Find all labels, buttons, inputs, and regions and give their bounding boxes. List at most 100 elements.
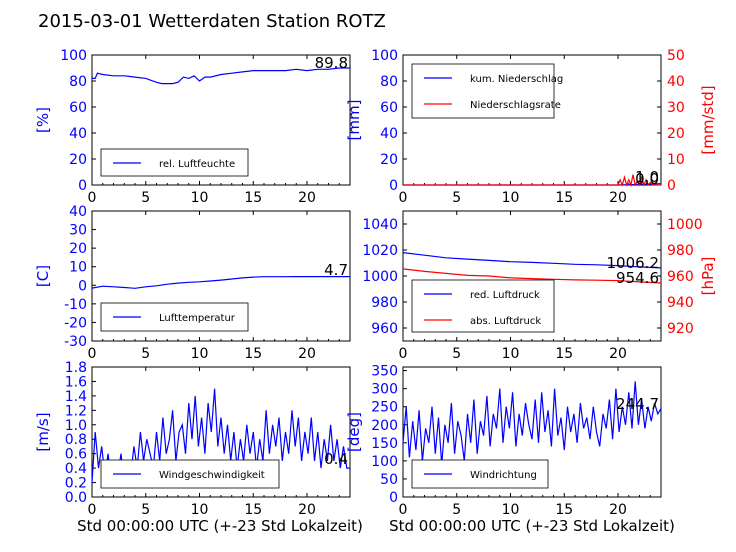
x-tick-label: 20 [298, 502, 316, 518]
chart-panel-6: 0 5 10 15 20050100150200250300350[deg]Windri… [345, 364, 662, 518]
y-tick-label: 50 [380, 472, 398, 488]
y2-axis-label: [mm/std] [699, 85, 717, 154]
x-tick-label: 0 [399, 346, 408, 362]
series-line-1 [402, 252, 662, 269]
y-tick-label: 1000 [362, 269, 398, 285]
series-line-1 [91, 388, 350, 483]
y-tick-label: 0.2 [65, 476, 87, 492]
y-tick-label: 1020 [362, 243, 398, 259]
y-tick-label: 30 [69, 223, 87, 239]
y-tick-label: -20 [64, 315, 87, 331]
x-tick-label: 5 [141, 502, 150, 518]
y-tick-label: 80 [69, 74, 87, 90]
y-tick-label: 350 [371, 364, 398, 380]
y-tick-label: 150 [371, 436, 398, 452]
series-line-2 [402, 268, 662, 284]
series-line-1 [91, 276, 350, 289]
x-axis-label-left: Std 00:00:00 UTC (+-23 Std Lokalzeit) [77, 517, 363, 535]
y-tick-label: 20 [380, 152, 398, 168]
x-tick-label: 20 [609, 346, 627, 362]
y-tick-label: 0 [389, 178, 398, 194]
y-tick-label: 1.6 [65, 374, 87, 390]
y2-tick-label: 1000 [667, 217, 703, 233]
chart-panel-5: 0 5 10 15 200.00.20.40.60.81.01.21.41.61.8[m… [34, 360, 351, 518]
y-axis-label: [C] [34, 265, 52, 287]
x-tick-label: 15 [555, 190, 573, 206]
y-tick-label: 300 [371, 382, 398, 398]
x-tick-label: 20 [609, 502, 627, 518]
current-value-label: 0.4 [324, 450, 348, 468]
y2-axis-label: [hPa] [699, 257, 717, 296]
x-tick-label: 0 [88, 502, 97, 518]
current-value-label: 1006.2 [607, 254, 660, 272]
figure-title: 2015-03-01 Wetterdaten Station ROTZ [38, 11, 386, 32]
y-tick-label: 0 [389, 490, 398, 506]
y-tick-label: -30 [64, 334, 87, 350]
x-tick-label: 10 [191, 346, 209, 362]
y-tick-label: 1.4 [65, 389, 87, 405]
x-tick-label: 5 [141, 346, 150, 362]
series-line-2 [403, 174, 661, 188]
x-tick-label: 15 [555, 502, 573, 518]
x-tick-label: 10 [502, 346, 520, 362]
y-tick-label: -10 [64, 297, 87, 313]
x-tick-label: 10 [191, 190, 209, 206]
y-tick-label: 0 [78, 178, 87, 194]
x-tick-label: 5 [141, 190, 150, 206]
x-tick-label: 5 [452, 190, 461, 206]
current-value-label: 89.8 [315, 54, 348, 72]
y-tick-label: 1.8 [65, 360, 87, 376]
series-line-1 [92, 67, 350, 85]
y2-tick-label: 940 [667, 295, 694, 311]
chart-panel-3: 0 5 10 15 20 -30 -20 -10 0 10 20 30 40 [C] Lufttempera… [34, 204, 351, 362]
legend-box [411, 279, 555, 333]
x-tick-label: 15 [244, 502, 262, 518]
y-axis-label: [%] [34, 107, 52, 133]
x-tick-label: 20 [298, 346, 316, 362]
y-tick-label: 1.0 [65, 418, 87, 434]
y-tick-label: 250 [371, 400, 398, 416]
y-axis-label: [m/s] [34, 412, 52, 451]
legend-label: Windrichtung [470, 470, 537, 481]
y2-tick-label: 0 [667, 178, 676, 194]
y-tick-label: 0.8 [65, 432, 87, 448]
x-tick-label: 10 [502, 502, 520, 518]
y-tick-label: 1040 [362, 217, 398, 233]
y2-tick-label: 20 [667, 126, 685, 142]
series-line-1 [402, 381, 662, 465]
y-tick-label: 100 [60, 48, 87, 64]
y-axis-label: [mm] [345, 100, 363, 141]
x-tick-label: 0 [88, 190, 97, 206]
legend-label: Windgeschwindigkeit [159, 470, 265, 481]
legend-label: Lufttemperatur [159, 313, 236, 324]
legend-label: kum. Niederschlag [470, 74, 563, 85]
legend-label: abs. Luftdruck [470, 316, 541, 327]
y-tick-label: 20 [69, 152, 87, 168]
x-tick-label: 0 [88, 346, 97, 362]
y-tick-label: 100 [371, 48, 398, 64]
y-tick-label: 80 [380, 74, 398, 90]
y2-tick-label: 980 [667, 243, 694, 259]
y-tick-label: 40 [380, 126, 398, 142]
y-tick-label: 20 [69, 241, 87, 257]
y-tick-label: 0.0 [65, 490, 87, 506]
current-value-label: 1.0 [635, 168, 659, 186]
y-tick-label: 40 [69, 126, 87, 142]
x-tick-label: 0 [399, 502, 408, 518]
y-tick-label: 980 [371, 295, 398, 311]
y-tick-label: 200 [371, 418, 398, 434]
x-tick-label: 15 [244, 346, 262, 362]
chart-panel-1: 0 5 10 15 20 0 20 40 60 80 100 [%] rel. Luftfeuchte 8… [34, 48, 351, 206]
y-tick-label: 60 [380, 100, 398, 116]
current-value-label-2: 0.0 [635, 170, 659, 188]
chart-panel-2: 0 5 10 15 20 0 20 40 60 80 100 0 10 20 30 40 50 [mm] [mm/s… [345, 48, 717, 206]
current-value-label: 4.7 [324, 261, 348, 279]
y-tick-label: 0.4 [65, 461, 87, 477]
x-tick-label: 15 [244, 190, 262, 206]
x-axis-label-right: Std 00:00:00 UTC (+-23 Std Lokalzeit) [389, 517, 675, 535]
chart-panel-4: 0 5 10 15 20 960 980 1000 1020 1040 920 940 960 980 10… [362, 210, 717, 362]
x-tick-label: 10 [502, 190, 520, 206]
y-tick-label: 960 [371, 321, 398, 337]
y-tick-label: 60 [69, 100, 87, 116]
